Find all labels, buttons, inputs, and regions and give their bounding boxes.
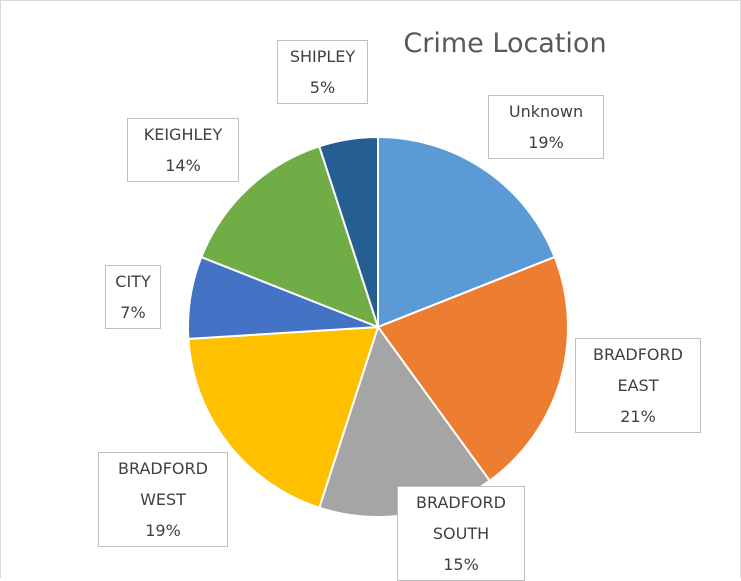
value-label: 19% — [145, 521, 181, 540]
value-label: 14% — [165, 156, 201, 175]
value-label: 21% — [620, 407, 656, 426]
category-label: BRADFORD SOUTH — [416, 493, 506, 543]
category-label: CITY — [115, 272, 151, 291]
pie-slice — [377, 135, 556, 329]
value-label: 19% — [528, 133, 564, 152]
data-label: KEIGHLEY 14% — [127, 118, 239, 182]
category-label: BRADFORD WEST — [118, 459, 208, 509]
pie-slice — [376, 255, 569, 483]
value-label: 15% — [443, 555, 479, 574]
value-label: 5% — [309, 78, 336, 97]
pie-slice — [187, 325, 380, 509]
data-label: CITY 7% — [105, 265, 161, 329]
pie-slice — [318, 135, 379, 328]
value-label: 7% — [120, 303, 146, 322]
category-label: BRADFORD EAST — [593, 345, 683, 395]
chart-title: Crime Location — [403, 28, 607, 59]
data-label: BRADFORD WEST 19% — [98, 452, 228, 547]
data-label: Unknown 19% — [488, 95, 604, 159]
data-label: BRADFORD SOUTH 15% — [397, 486, 525, 581]
category-label: SHIPLEY — [289, 47, 356, 66]
data-label: BRADFORD EAST 21% — [575, 338, 701, 433]
data-label: SHIPLEY 5% — [277, 40, 368, 104]
category-label: KEIGHLEY — [143, 125, 223, 144]
category-label: Unknown — [508, 102, 584, 121]
